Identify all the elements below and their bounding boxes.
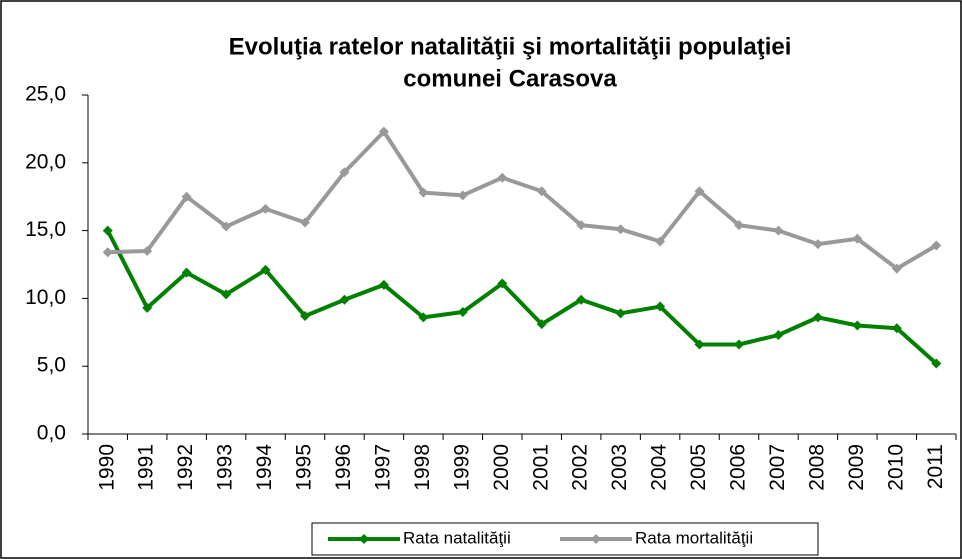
point-marker (734, 220, 744, 231)
point-marker (181, 267, 192, 278)
point-marker (457, 306, 468, 317)
x-tick-label: 2006 (727, 444, 750, 491)
point-marker (378, 279, 389, 290)
series-line (107, 129, 938, 271)
x-tick-label: 1991 (135, 444, 158, 491)
x-tick-label: 1996 (332, 444, 355, 491)
point-marker (931, 240, 942, 251)
x-tick-label: 2004 (648, 444, 671, 491)
x-tick-label: 1994 (253, 444, 276, 491)
point-marker (260, 203, 271, 214)
x-tick-label: 1999 (450, 444, 473, 491)
point-marker (536, 319, 547, 330)
y-tick-label: 0,0 (37, 422, 66, 445)
point-marker (142, 245, 153, 256)
point-marker (339, 294, 350, 305)
point-marker (497, 172, 508, 183)
point-marker (773, 330, 784, 341)
point-marker (773, 225, 784, 236)
point-marker (221, 221, 232, 232)
point-marker (339, 167, 350, 178)
y-tick-label: 10,0 (25, 286, 66, 309)
point-marker (812, 239, 823, 250)
point-marker (418, 187, 429, 198)
point-marker (576, 220, 587, 231)
x-tick-label: 2002 (569, 444, 592, 491)
point-marker (615, 308, 626, 319)
x-tick-label: 1995 (293, 444, 316, 491)
point-marker (181, 191, 192, 202)
x-tick-label: 1992 (174, 444, 197, 491)
point-marker (457, 190, 468, 201)
x-tick-label: 2001 (529, 444, 552, 491)
point-marker (378, 126, 389, 137)
point-marker (300, 311, 310, 322)
point-marker (142, 302, 153, 313)
legend-label: Rata natalităţii (403, 528, 511, 547)
point-marker (576, 294, 587, 305)
point-marker (418, 312, 429, 323)
legend-marker (591, 534, 601, 544)
point-marker (536, 186, 547, 197)
series-line (105, 229, 938, 365)
point-marker (615, 224, 626, 235)
point-marker (260, 264, 271, 275)
y-tick-label: 25,0 (25, 83, 66, 106)
x-tick-label: 2009 (845, 444, 868, 491)
x-tick-label: 1990 (95, 444, 118, 491)
point-marker (734, 339, 744, 350)
point-marker (891, 323, 902, 334)
x-tick-label: 1998 (411, 444, 434, 491)
legend-marker (359, 534, 369, 544)
x-tick-label: 2000 (490, 444, 513, 491)
point-marker (655, 236, 666, 247)
x-tick-label: 1997 (371, 444, 394, 491)
x-tick-label: 1993 (214, 444, 237, 491)
point-marker (812, 312, 823, 323)
x-tick-label: 2010 (884, 444, 907, 491)
y-tick-label: 20,0 (25, 150, 66, 173)
y-tick-label: 15,0 (25, 218, 66, 241)
point-marker (852, 320, 863, 331)
chart-title: Evoluţia ratelor natalităţii şi mortalit… (229, 33, 792, 60)
point-marker (497, 278, 508, 289)
point-marker (102, 225, 113, 236)
x-tick-label: 2005 (687, 444, 710, 491)
point-marker (694, 339, 705, 350)
point-marker (102, 247, 113, 258)
chart-title: comunei Carasova (403, 65, 617, 92)
x-tick-label: 2008 (805, 444, 828, 491)
point-marker (852, 233, 863, 244)
point-marker (931, 358, 942, 369)
x-tick-label: 2007 (766, 444, 789, 491)
x-tick-label: 2003 (608, 444, 631, 491)
point-marker (221, 289, 232, 300)
point-marker (300, 217, 310, 228)
point-marker (655, 301, 666, 312)
y-tick-label: 5,0 (37, 354, 66, 377)
legend-label: Rata mortalităţii (635, 528, 753, 547)
point-marker (891, 263, 902, 274)
point-marker (694, 186, 705, 197)
x-tick-label: 2011 (924, 444, 947, 489)
